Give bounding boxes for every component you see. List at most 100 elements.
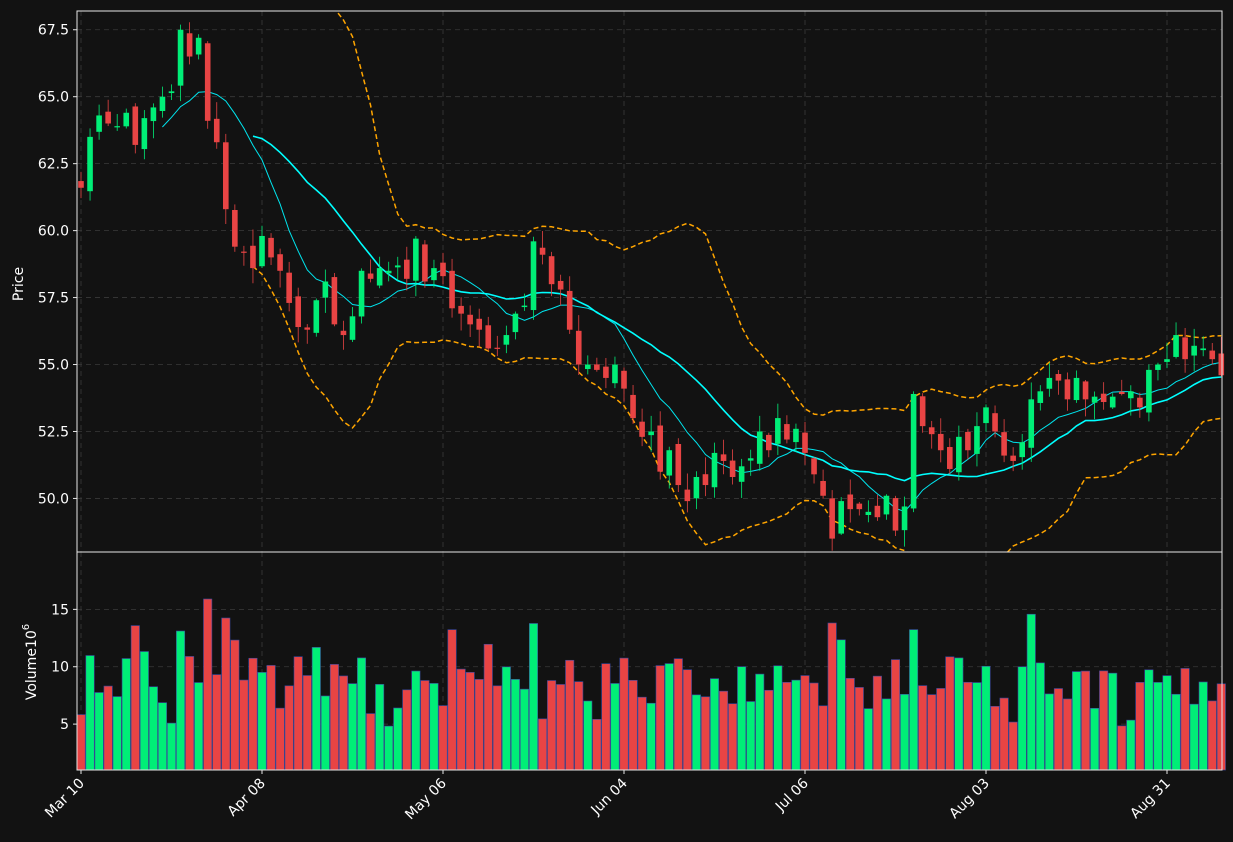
price-panel-frame xyxy=(76,10,1223,553)
candle-body xyxy=(1019,442,1025,458)
candle-body xyxy=(195,37,202,55)
volume-bar xyxy=(1053,688,1063,771)
candle-body xyxy=(838,501,844,534)
candle-body xyxy=(150,107,157,122)
candle-body xyxy=(186,33,193,57)
candle-body xyxy=(1001,432,1007,456)
candle-body xyxy=(666,450,673,476)
volume-bar xyxy=(574,681,584,771)
volume-tick-label: 15 xyxy=(51,602,69,618)
volume-bar xyxy=(411,670,421,771)
volume-bar xyxy=(872,675,882,771)
volume-bar xyxy=(1171,693,1181,771)
candle-body xyxy=(992,413,998,432)
volume-bar xyxy=(700,696,710,771)
short-moving-average-line xyxy=(162,91,1222,513)
volume-bar xyxy=(963,681,973,771)
volume-bar xyxy=(592,719,602,771)
candle-body xyxy=(204,43,211,121)
volume-axis-label-text: Volume xyxy=(24,648,40,700)
volume-bar xyxy=(139,651,149,771)
volume-bar xyxy=(719,690,729,771)
candle-body xyxy=(331,277,338,325)
candle-body xyxy=(467,314,473,325)
candle-body xyxy=(548,256,555,285)
candle-body xyxy=(965,431,971,451)
candle-body xyxy=(132,106,139,145)
volume-bar xyxy=(1044,693,1054,771)
volume-bar xyxy=(121,658,131,771)
candle-body xyxy=(521,305,528,308)
candle-body xyxy=(738,466,745,482)
volume-bar xyxy=(1026,613,1036,771)
volume-bar xyxy=(900,693,910,771)
volume-bar xyxy=(990,706,1000,771)
candle-body xyxy=(729,460,736,478)
candle-body xyxy=(910,393,917,509)
candle-body xyxy=(376,268,383,286)
volume-bar xyxy=(1081,670,1091,771)
volume-bar xyxy=(456,668,466,771)
candle-body xyxy=(1137,397,1143,408)
price-tick-label: 65.0 xyxy=(38,90,69,106)
volume-bar xyxy=(1180,668,1190,771)
volume-bar xyxy=(755,673,765,771)
volume-bar xyxy=(357,657,367,771)
candle-body xyxy=(177,29,184,86)
volume-bar xyxy=(148,686,158,771)
volume-bar xyxy=(203,598,213,771)
volume-bar xyxy=(773,665,783,771)
volume-bar xyxy=(483,643,493,771)
candle-body xyxy=(1037,391,1044,403)
x-tick-label: Apr 08 xyxy=(225,776,269,820)
volume-panel-frame xyxy=(76,551,1223,771)
volume-bar xyxy=(167,722,177,771)
candle-body xyxy=(340,330,347,336)
volume-bar xyxy=(94,692,104,771)
volume-bar xyxy=(438,705,448,771)
candle-body xyxy=(711,452,718,488)
volume-bar xyxy=(447,629,457,771)
volume-bar xyxy=(85,655,95,771)
volume-bar xyxy=(972,682,982,771)
candle-body xyxy=(1109,396,1116,408)
x-tick-label: May 06 xyxy=(402,775,450,823)
volume-bar xyxy=(347,683,357,771)
volume-bar xyxy=(818,705,828,771)
volume-bar xyxy=(293,656,303,771)
volume-bar xyxy=(257,672,267,771)
volume-bar xyxy=(791,679,801,771)
bollinger-bands xyxy=(252,11,1222,552)
candle-body xyxy=(1146,369,1152,413)
volume-bar xyxy=(212,674,222,771)
candle-body xyxy=(675,444,682,486)
volume-bar xyxy=(492,685,502,771)
volume-bar xyxy=(1072,671,1082,771)
volume-bar xyxy=(185,656,195,771)
candle-body xyxy=(449,270,455,309)
candle-body xyxy=(612,364,618,384)
candle-body xyxy=(87,136,93,192)
volume-bar xyxy=(1126,719,1136,771)
volume-bar xyxy=(565,659,575,771)
candle-body xyxy=(322,281,329,298)
candle-body xyxy=(503,335,510,345)
volume-bar xyxy=(845,677,855,771)
volume-bar xyxy=(655,665,665,771)
volume-bar xyxy=(528,623,538,771)
volume-bar xyxy=(519,688,529,771)
volume-bar xyxy=(610,683,620,771)
volume-bar xyxy=(1216,683,1226,771)
candle-body xyxy=(1028,399,1035,448)
candle-body xyxy=(277,254,283,271)
candle-body xyxy=(1128,391,1134,399)
candle-body xyxy=(494,347,501,349)
candle-body xyxy=(974,426,980,454)
candle-body xyxy=(766,434,772,451)
volume-bar xyxy=(402,689,412,771)
volume-bar xyxy=(1090,707,1100,771)
candle-body xyxy=(1118,391,1125,394)
volume-bar xyxy=(1008,721,1018,771)
candle-body xyxy=(213,118,220,143)
candle-body xyxy=(304,327,311,330)
